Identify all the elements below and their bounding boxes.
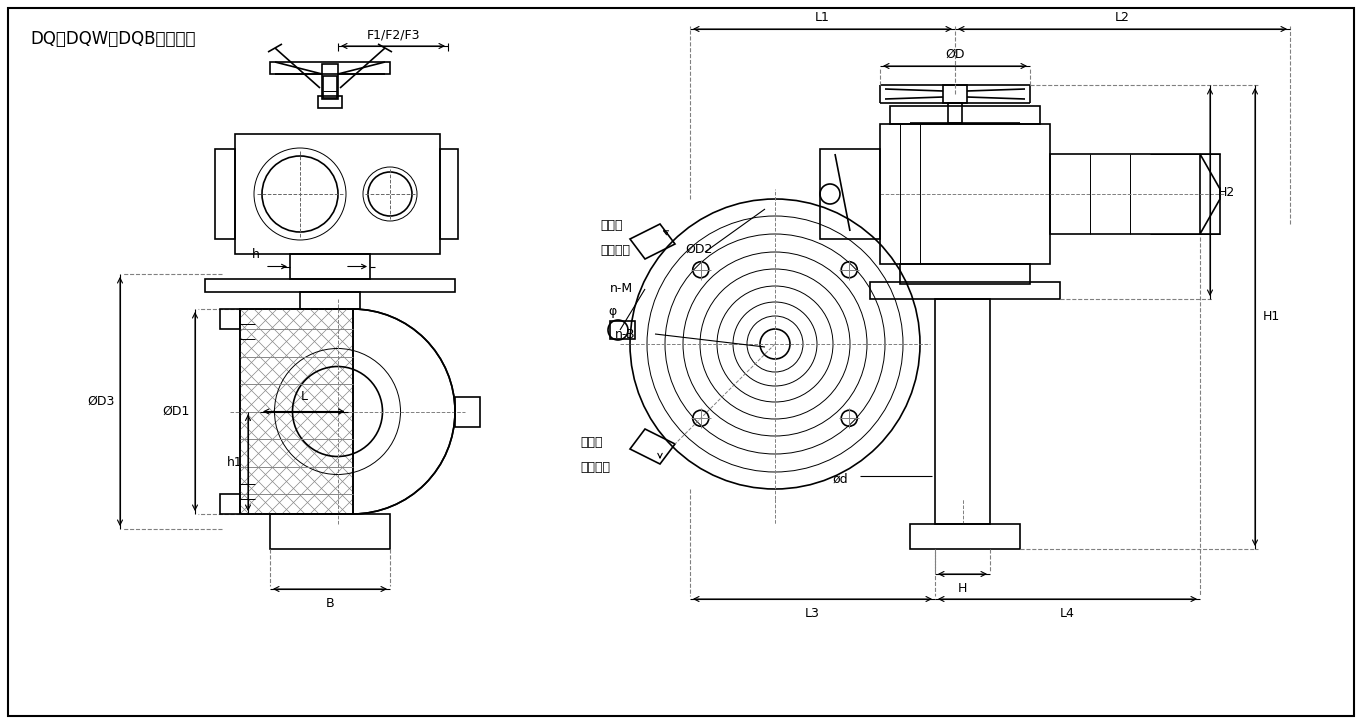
Text: ØD3: ØD3 (87, 395, 114, 408)
Bar (323, 76, 336, 98)
Text: B: B (326, 597, 334, 610)
Text: ød: ød (832, 473, 847, 486)
Text: L4: L4 (1060, 607, 1075, 620)
Text: F1/F2/F3: F1/F2/F3 (366, 29, 419, 42)
Bar (236, 134, 440, 254)
Text: h1: h1 (227, 456, 242, 469)
Text: ØD1: ØD1 (162, 405, 191, 418)
Text: L: L (300, 390, 308, 403)
Text: L1: L1 (814, 11, 829, 24)
Bar (240, 309, 353, 514)
Text: φ: φ (607, 306, 616, 319)
Text: 限位螺钉: 限位螺钉 (601, 244, 631, 257)
Bar (943, 85, 967, 103)
Bar (321, 64, 338, 99)
Text: H2: H2 (1218, 185, 1235, 198)
Bar (1050, 154, 1220, 234)
Bar (934, 299, 990, 524)
Text: h: h (252, 248, 260, 261)
Bar (270, 514, 390, 549)
Bar (221, 494, 240, 514)
Bar (270, 62, 390, 74)
Bar (870, 282, 1060, 299)
Bar (610, 321, 635, 339)
Bar (300, 292, 360, 309)
Text: 限位螺钉: 限位螺钉 (580, 461, 610, 474)
Text: DQ、DQW、DQB的外形图: DQ、DQW、DQB的外形图 (30, 30, 196, 48)
Bar (317, 96, 342, 108)
Bar (948, 103, 962, 123)
Text: n-M: n-M (610, 282, 633, 295)
Bar (440, 149, 458, 239)
Bar (215, 149, 236, 239)
Bar (455, 397, 479, 426)
Bar (889, 106, 1041, 124)
Text: ØD: ØD (945, 48, 964, 61)
Text: L2: L2 (1115, 11, 1130, 24)
Text: H1: H1 (1263, 311, 1280, 324)
Text: ØD2: ØD2 (685, 243, 712, 256)
Text: n-B: n-B (616, 327, 636, 340)
Text: H: H (957, 582, 967, 595)
Bar (910, 524, 1020, 549)
Bar (221, 309, 240, 329)
Bar (290, 254, 370, 279)
Text: 开位置: 开位置 (580, 436, 602, 449)
Bar (820, 149, 880, 239)
Bar (880, 124, 1050, 264)
Bar (206, 279, 455, 292)
Text: L3: L3 (805, 607, 820, 620)
Bar (900, 264, 1030, 284)
Bar (240, 309, 353, 514)
Text: 关位置: 关位置 (601, 219, 622, 232)
